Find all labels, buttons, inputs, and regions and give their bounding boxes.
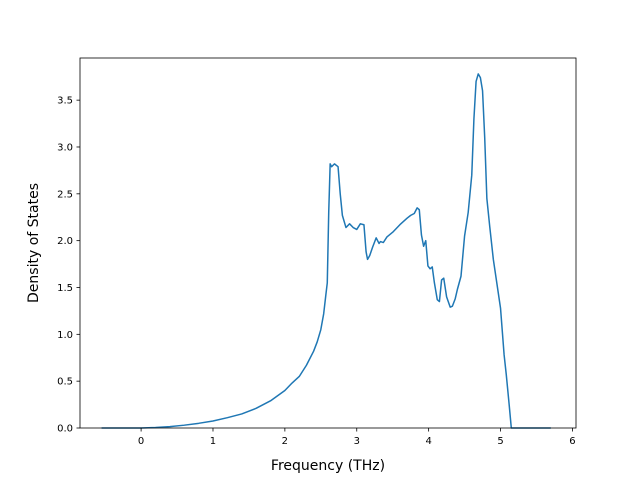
y-tick-label: 2.0 [57,236,73,247]
axes-frame [79,57,577,429]
x-tick-label: 4 [425,436,431,447]
y-tick-label: 1.0 [57,330,73,341]
y-axis: 0.0 0.5 1.0 1.5 2.0 2.5 3.0 3.5 [57,96,80,435]
series-layer [101,73,551,429]
y-tick-label: 3.5 [57,96,73,107]
x-tick-label: 6 [569,436,575,447]
series-line-0 [101,73,551,429]
x-tick-label: 0 [138,436,144,447]
x-axis-label: Frequency (THz) [271,458,385,474]
y-axis-label: Density of States [26,183,42,303]
y-tick-label: 0.5 [57,377,73,388]
y-tick-label: 1.5 [57,283,73,294]
y-tick-label: 0.0 [57,424,73,435]
x-tick-label: 3 [354,436,360,447]
x-axis: 0 1 2 3 4 5 6 [138,428,576,447]
y-tick-label: 2.5 [57,189,73,200]
y-tick-label: 3.0 [57,142,73,153]
x-tick-label: 1 [210,436,216,447]
x-tick-label: 2 [282,436,288,447]
x-tick-label: 5 [497,436,503,447]
